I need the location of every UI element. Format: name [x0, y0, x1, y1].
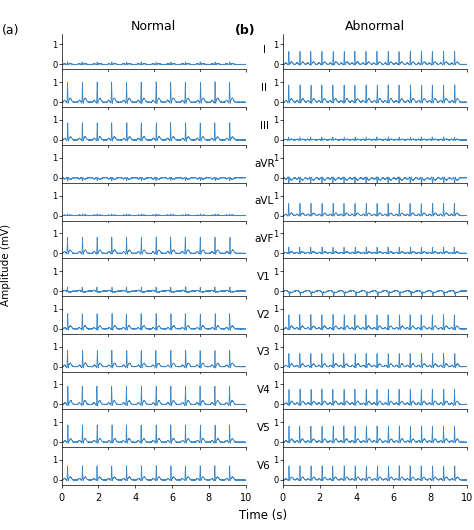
- Text: aVR: aVR: [254, 158, 274, 169]
- Text: V4: V4: [257, 385, 271, 395]
- Text: I: I: [263, 45, 266, 55]
- Text: V5: V5: [257, 423, 271, 433]
- Text: V6: V6: [257, 461, 271, 471]
- Text: V1: V1: [257, 272, 271, 282]
- Title: Normal: Normal: [131, 20, 176, 33]
- Title: Abnormal: Abnormal: [345, 20, 405, 33]
- Text: V3: V3: [257, 347, 271, 357]
- Text: Amplitude (mV): Amplitude (mV): [1, 224, 11, 306]
- Text: (b): (b): [235, 24, 255, 37]
- Text: aVL: aVL: [255, 196, 274, 206]
- Text: Time (s): Time (s): [239, 509, 287, 522]
- Text: V2: V2: [257, 310, 271, 320]
- Text: (a): (a): [2, 24, 20, 37]
- Text: aVF: aVF: [255, 234, 274, 244]
- Text: II: II: [261, 83, 267, 93]
- Text: III: III: [260, 121, 269, 131]
